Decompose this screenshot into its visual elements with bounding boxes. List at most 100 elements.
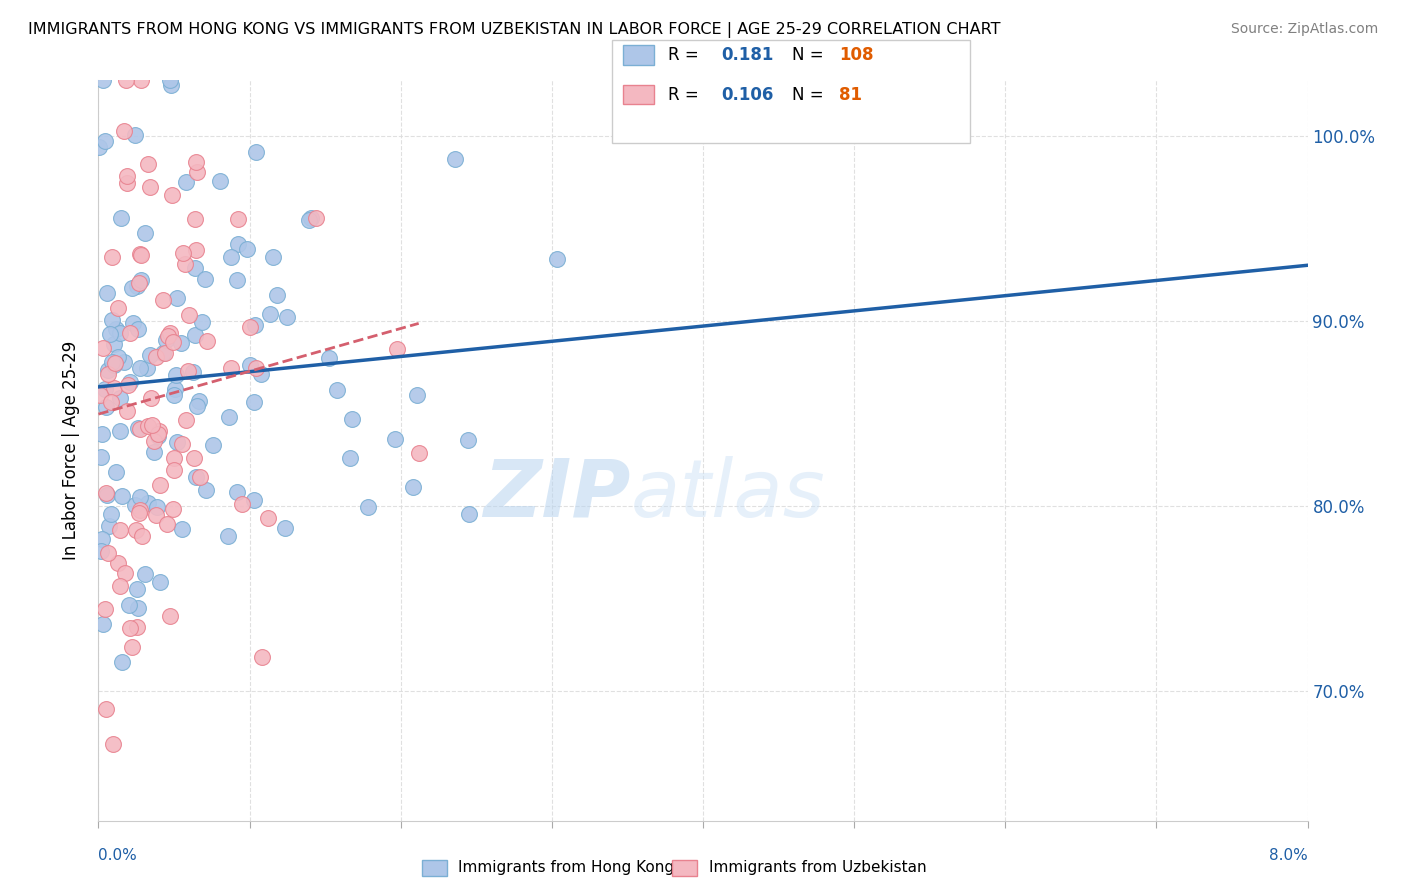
Point — [90, 543, 112, 558]
Point — [129, 246, 152, 260]
Point — [162, 188, 184, 202]
Point — [218, 409, 240, 424]
Point — [127, 421, 149, 435]
Point — [124, 498, 146, 512]
Point — [101, 312, 124, 326]
Point — [250, 367, 273, 381]
Point — [101, 737, 124, 751]
Point — [148, 429, 170, 443]
Point — [159, 78, 181, 92]
Point — [217, 529, 239, 543]
Point — [444, 152, 467, 166]
Point — [163, 382, 186, 396]
Point — [406, 387, 429, 401]
Point — [91, 533, 114, 547]
Point — [134, 567, 156, 582]
Text: 0.106: 0.106 — [721, 86, 773, 103]
Point — [103, 359, 125, 373]
Point — [202, 438, 225, 452]
Point — [90, 426, 112, 441]
Point — [129, 273, 152, 287]
Point — [93, 73, 115, 87]
Point — [94, 702, 117, 716]
Point — [226, 236, 249, 251]
Point — [225, 272, 247, 286]
Point — [139, 348, 162, 362]
Point — [115, 404, 138, 418]
Point — [94, 400, 117, 414]
Point — [94, 134, 117, 148]
Text: ZIP: ZIP — [484, 456, 630, 534]
Point — [100, 507, 122, 521]
Text: atlas: atlas — [630, 456, 825, 534]
Text: Immigrants from Uzbekistan: Immigrants from Uzbekistan — [709, 860, 927, 874]
Point — [259, 307, 281, 321]
Point — [457, 433, 479, 447]
Point — [152, 293, 174, 307]
Point — [274, 521, 297, 535]
Point — [266, 287, 288, 301]
Point — [108, 391, 131, 405]
Point — [117, 176, 139, 190]
Text: R =: R = — [668, 46, 704, 64]
Point — [299, 211, 322, 226]
Point — [245, 360, 267, 375]
Point — [121, 281, 143, 295]
Point — [100, 394, 122, 409]
Point — [165, 368, 187, 383]
Point — [141, 418, 163, 433]
Point — [226, 211, 249, 226]
Point — [94, 602, 117, 616]
Point — [225, 485, 247, 500]
Point — [146, 427, 169, 442]
Point — [96, 488, 118, 502]
Point — [408, 446, 430, 460]
Point — [145, 350, 167, 364]
Point — [177, 363, 200, 377]
Point — [162, 388, 184, 402]
Point — [325, 383, 347, 397]
Point — [90, 450, 112, 465]
Point — [197, 334, 219, 348]
Point — [159, 609, 181, 624]
Point — [101, 355, 124, 369]
Point — [156, 516, 179, 531]
Point — [108, 579, 131, 593]
Point — [190, 315, 212, 329]
Point — [105, 322, 128, 336]
Point — [162, 335, 184, 350]
Point — [114, 73, 136, 87]
Point — [239, 358, 262, 372]
Point — [127, 600, 149, 615]
Point — [166, 435, 188, 450]
Point — [194, 483, 217, 497]
Point — [125, 620, 148, 634]
Text: R =: R = — [668, 86, 704, 103]
Point — [108, 326, 131, 341]
Point — [157, 329, 180, 343]
Point — [129, 503, 152, 517]
Point — [100, 250, 122, 264]
Y-axis label: In Labor Force | Age 25-29: In Labor Force | Age 25-29 — [62, 341, 80, 560]
Point — [170, 335, 193, 350]
Point — [183, 451, 205, 466]
Text: 81: 81 — [839, 86, 862, 103]
Point — [385, 342, 408, 356]
Point — [146, 500, 169, 515]
Point — [111, 489, 134, 503]
Point — [170, 437, 193, 451]
Point — [125, 523, 148, 537]
Point — [103, 381, 125, 395]
Point — [243, 492, 266, 507]
Point — [120, 326, 142, 340]
Point — [91, 341, 114, 355]
Text: IMMIGRANTS FROM HONG KONG VS IMMIGRANTS FROM UZBEKISTAN IN LABOR FORCE | AGE 25-: IMMIGRANTS FROM HONG KONG VS IMMIGRANTS … — [28, 22, 1001, 38]
Point — [118, 598, 141, 612]
Point — [97, 367, 120, 381]
Point — [134, 226, 156, 240]
Point — [186, 399, 208, 413]
Point — [124, 128, 146, 143]
Point — [183, 365, 205, 379]
Point — [145, 508, 167, 523]
Text: N =: N = — [792, 46, 828, 64]
